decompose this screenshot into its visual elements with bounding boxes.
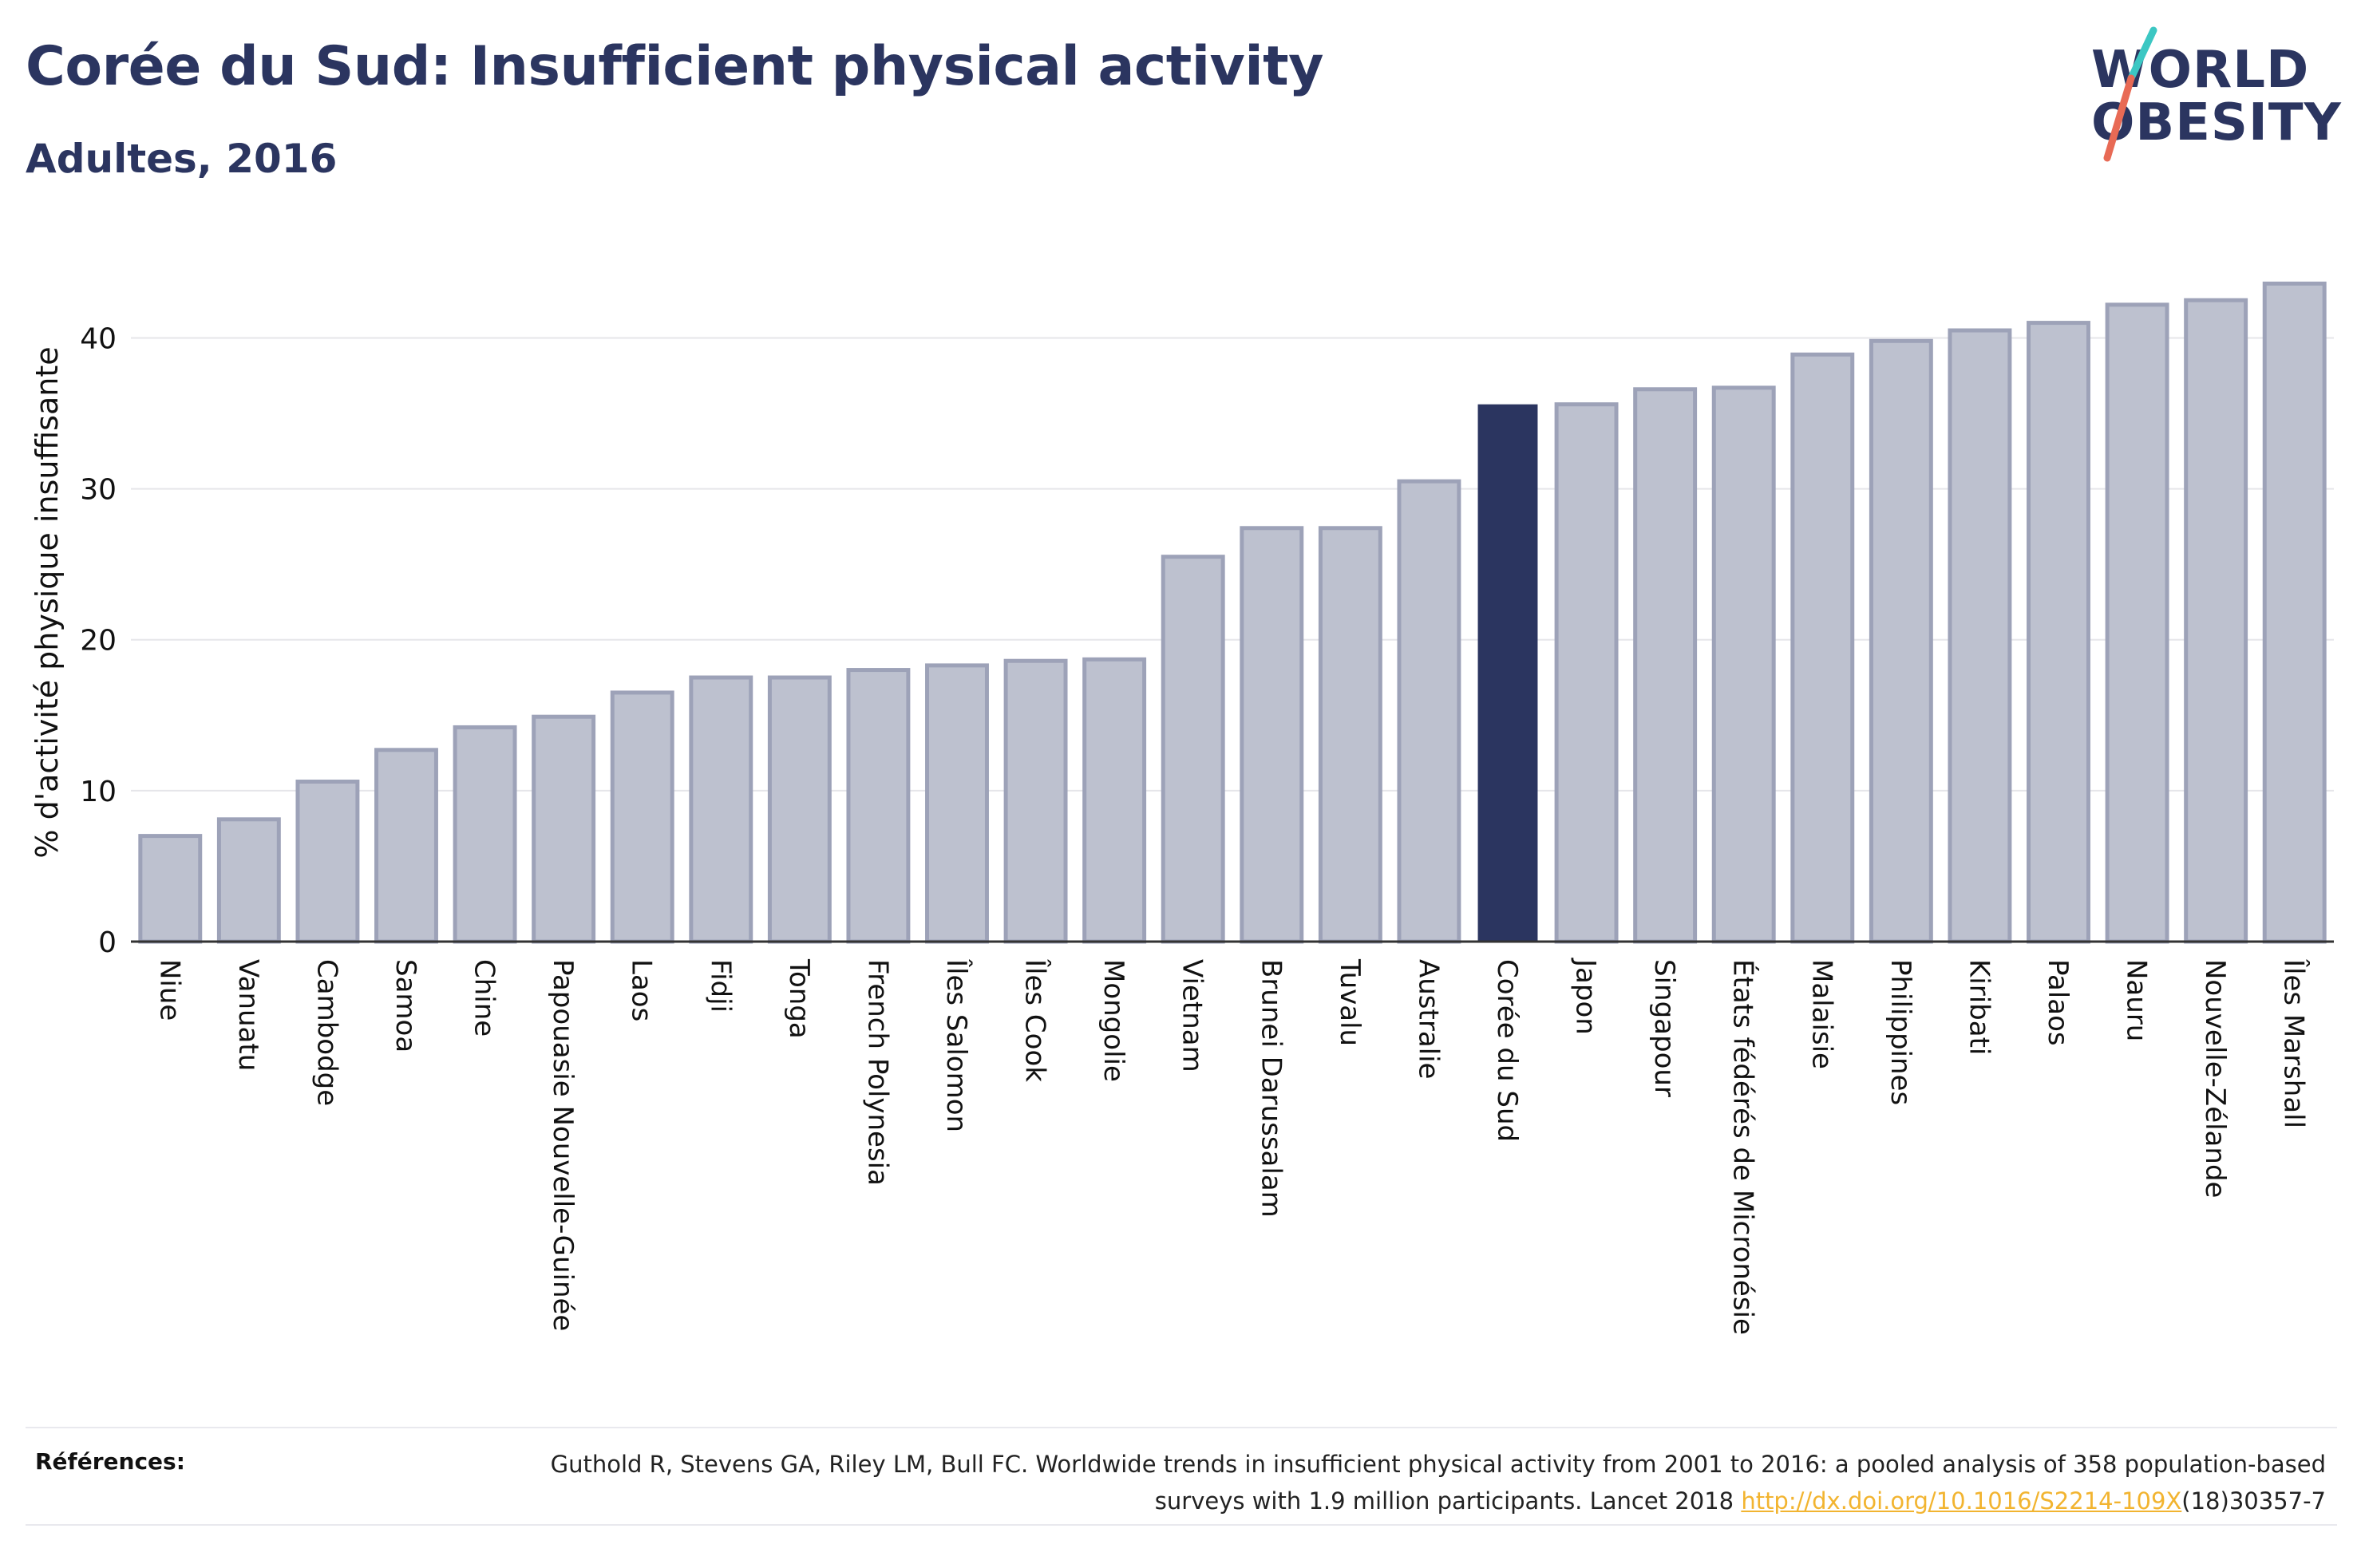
bar-tuvalu bbox=[1318, 526, 1382, 944]
x-tick-label: Brunei Darussalam bbox=[1255, 959, 1287, 1218]
y-axis-label: % d'activité physique insuffisante bbox=[30, 346, 65, 858]
x-tick-labels: Niue Vanuatu Cambodge Samoa Chine Papouasie N… bbox=[153, 958, 2310, 1335]
bar-cambodge bbox=[295, 780, 360, 944]
x-tick-label: Kiribati bbox=[1963, 959, 1995, 1055]
bar-vietnam bbox=[1161, 555, 1225, 944]
x-tick-label: Nauru bbox=[2121, 959, 2153, 1041]
bar-malaisie bbox=[1790, 352, 1855, 944]
y-tick-labels: 0 10 20 30 40 bbox=[80, 322, 117, 959]
bar-french-polynesia bbox=[846, 668, 911, 944]
bar-palaos bbox=[2027, 321, 2090, 944]
bar-samoa bbox=[374, 748, 438, 944]
bar-philippines bbox=[1869, 338, 1933, 944]
x-tick-label: Laos bbox=[626, 959, 658, 1021]
bar-cor-e-du-sud bbox=[1477, 404, 1538, 942]
world-obesity-logo: WORLD OBESITY bbox=[2075, 24, 2347, 168]
x-tick-label: Îles Cook bbox=[1019, 958, 1052, 1082]
logo-slash-icon bbox=[2103, 26, 2157, 162]
y-tick-label: 40 bbox=[80, 322, 117, 355]
x-tick-label: Corée du Sud bbox=[1491, 959, 1523, 1142]
x-tick-label: Tonga bbox=[783, 958, 815, 1039]
bar-brunei-darussalam bbox=[1240, 526, 1304, 944]
x-tick-label: Palaos bbox=[2042, 959, 2074, 1046]
chart-title: Corée du Sud: Insufficient physical acti… bbox=[26, 35, 1324, 98]
x-tick-label: French Polynesia bbox=[861, 959, 893, 1186]
x-tick-label: Chine bbox=[469, 959, 500, 1037]
reference-doi-link[interactable]: http://dx.doi.org/10.1016/S2214-109X bbox=[1741, 1487, 2182, 1515]
x-tick-label: Tuvalu bbox=[1334, 958, 1366, 1046]
bars bbox=[138, 281, 2327, 944]
bar-mongolie bbox=[1082, 657, 1147, 944]
reference-citation-suffix: (18)30357-7 bbox=[2181, 1487, 2326, 1515]
chart-subtitle: Adultes, 2016 bbox=[26, 136, 338, 182]
x-tick-label: Samoa bbox=[390, 959, 421, 1053]
bar--tats-f-d-r-s-de-micron-sie bbox=[1711, 385, 1776, 944]
x-tick-label: Îles Salomon bbox=[940, 958, 973, 1132]
x-tick-label: Niue bbox=[153, 959, 185, 1021]
logo-word-obesity: OBESITY bbox=[2091, 93, 2342, 152]
x-tick-label: États fédérés de Micronésie bbox=[1727, 959, 1760, 1335]
y-tick-label: 20 bbox=[80, 625, 117, 658]
x-tick-label: Australie bbox=[1412, 959, 1444, 1079]
bar--les-salomon bbox=[925, 663, 989, 944]
bar-vanuatu bbox=[216, 817, 281, 944]
x-tick-label: Philippines bbox=[1884, 959, 1916, 1105]
reference-divider-top bbox=[26, 1427, 2337, 1428]
y-tick-label: 0 bbox=[98, 926, 117, 959]
references-label: Références: bbox=[35, 1448, 185, 1475]
bar-chart: 0 10 20 30 40 Niue Vanuatu Cambodge Samoa Chine P… bbox=[30, 281, 2334, 1335]
bar--les-cook bbox=[1003, 658, 1068, 944]
x-tick-label: Îles Marshall bbox=[2278, 958, 2311, 1128]
x-tick-label: Singapour bbox=[1648, 959, 1680, 1097]
x-tick-label: Vanuatu bbox=[232, 959, 264, 1071]
reference-citation: Guthold R, Stevens GA, Riley LM, Bull FC… bbox=[550, 1451, 2326, 1515]
references-text: Guthold R, Stevens GA, Riley LM, Bull FC… bbox=[490, 1446, 2326, 1519]
x-tick-label: Malaisie bbox=[1805, 959, 1837, 1069]
bar-singapour bbox=[1633, 387, 1698, 944]
x-tick-label: Nouvelle-Zélande bbox=[2199, 959, 2231, 1198]
bar-nouvelle-z-lande bbox=[2184, 298, 2248, 944]
bar-australie bbox=[1397, 479, 1461, 944]
x-tick-label: Cambodge bbox=[310, 959, 342, 1106]
y-tick-label: 30 bbox=[80, 474, 117, 507]
bar-chine bbox=[453, 725, 517, 944]
x-tick-label: Vietnam bbox=[1177, 959, 1208, 1072]
bar-japon bbox=[1554, 402, 1619, 944]
bar-laos bbox=[610, 690, 674, 944]
bar-papouasie-nouvelle-guin-e bbox=[532, 714, 596, 944]
bar-niue bbox=[138, 834, 203, 944]
x-tick-label: Papouasie Nouvelle-Guinée bbox=[547, 959, 579, 1331]
bar--les-marshall bbox=[2262, 281, 2327, 944]
x-tick-label: Fidji bbox=[704, 959, 736, 1013]
reference-divider-bottom bbox=[26, 1524, 2337, 1526]
x-tick-label: Japon bbox=[1570, 958, 1602, 1035]
bar-tonga bbox=[767, 675, 832, 944]
y-tick-label: 10 bbox=[80, 776, 117, 808]
bar-fidji bbox=[689, 675, 753, 944]
x-tick-label: Mongolie bbox=[1097, 959, 1129, 1082]
bar-kiribati bbox=[1948, 328, 2012, 944]
bar-nauru bbox=[2105, 302, 2169, 944]
